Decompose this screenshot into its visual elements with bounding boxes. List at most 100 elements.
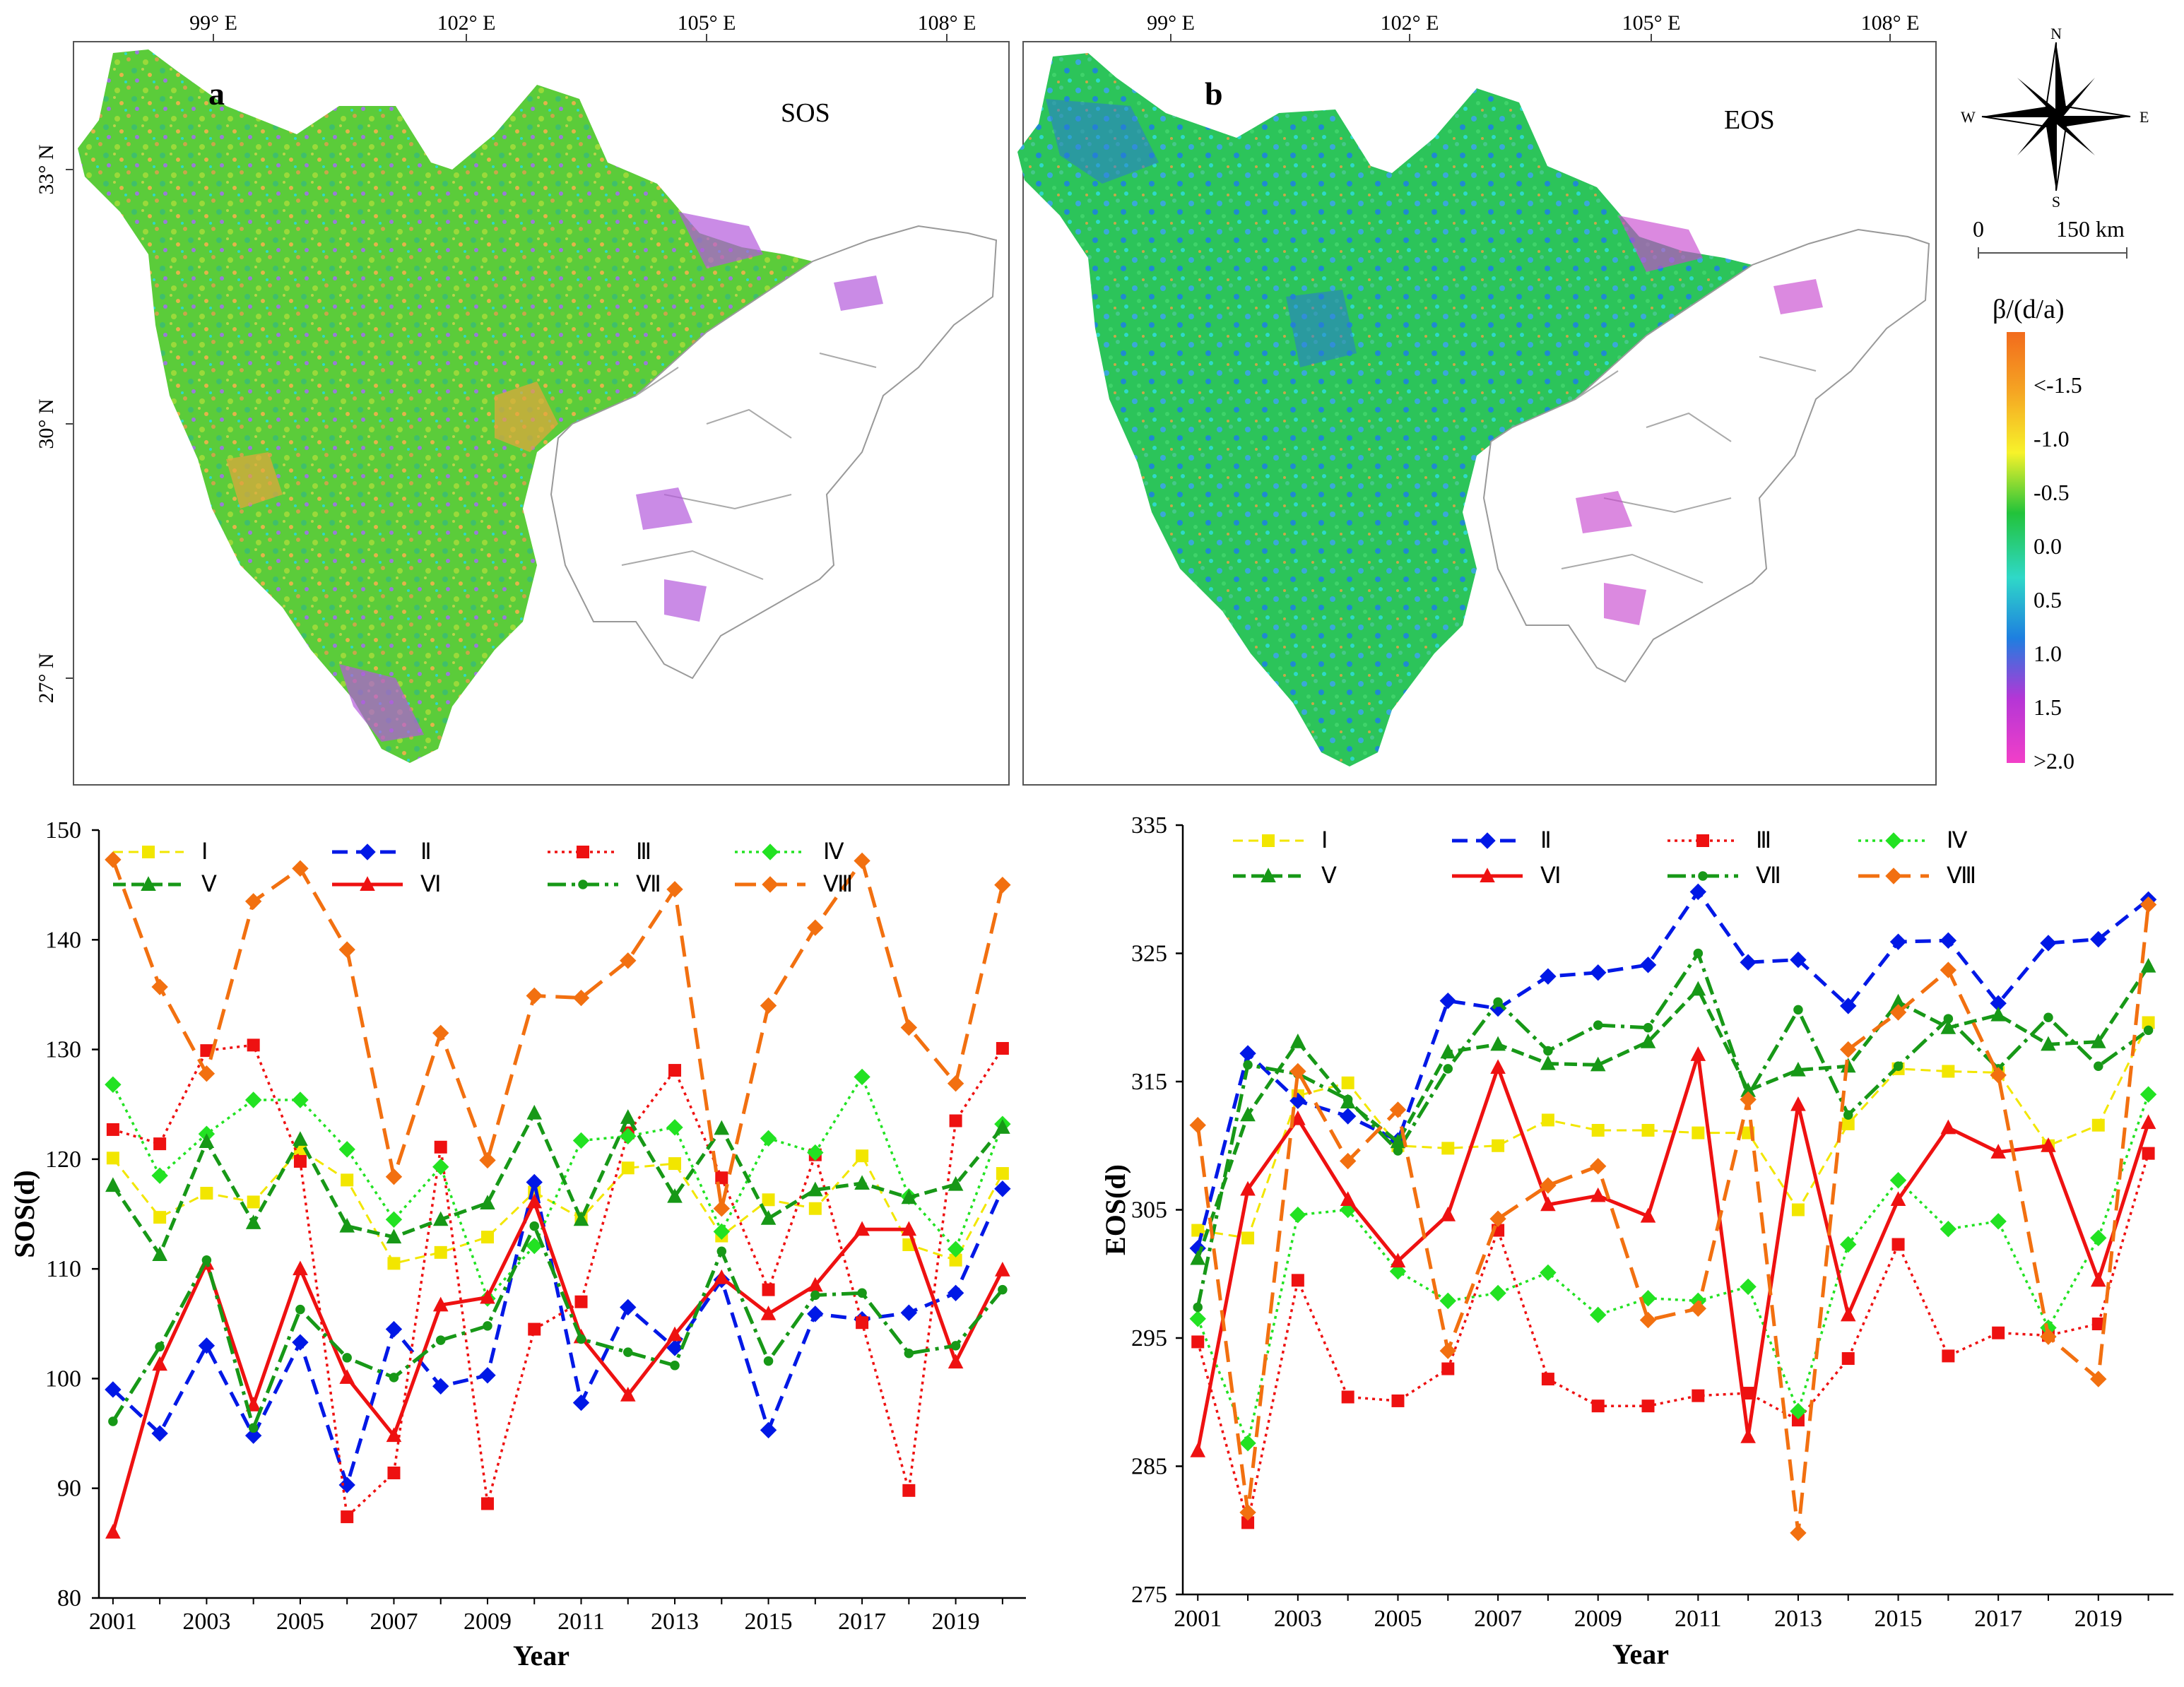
- data-point: [105, 1381, 122, 1398]
- data-point: [295, 1304, 305, 1315]
- data-point: [434, 1140, 447, 1154]
- map-a-county-borders: [621, 353, 877, 580]
- y-tick-label: 295: [1131, 1325, 1167, 1351]
- lat-tick-label: 30° N: [35, 398, 58, 449]
- y-tick-label: 325: [1131, 941, 1167, 967]
- map-a-lat-labels: 33° N 30° N 27° N: [35, 144, 58, 703]
- data-point: [529, 1221, 539, 1231]
- data-point: [1441, 1362, 1455, 1375]
- data-point: [1393, 1146, 1403, 1156]
- data-point: [1540, 1196, 1556, 1212]
- data-point: [995, 1261, 1010, 1277]
- data-point: [293, 1131, 308, 1146]
- data-point: [1940, 1119, 1956, 1135]
- data-point: [1990, 1213, 2007, 1230]
- legend-swatch-marker: [1479, 832, 1496, 849]
- data-point: [1790, 1096, 1806, 1111]
- data-point: [1641, 1399, 1655, 1413]
- x-axis-title: Year: [513, 1640, 569, 1671]
- data-point: [339, 1369, 355, 1384]
- data-point: [1591, 1123, 1605, 1137]
- map-a-purple-patches: [339, 212, 883, 742]
- legend-entry: Ⅶ: [548, 871, 661, 896]
- data-point: [1742, 1387, 1755, 1400]
- legend-label: Ⅰ: [1321, 827, 1328, 853]
- data-point: [386, 1427, 402, 1443]
- data-point: [1840, 1236, 1857, 1253]
- legend-entry: Ⅴ: [1233, 863, 1337, 888]
- data-point: [900, 1304, 918, 1321]
- data-point: [200, 1044, 213, 1058]
- series-6: [105, 1193, 1010, 1539]
- data-point: [1790, 951, 1807, 969]
- data-point: [995, 1119, 1010, 1134]
- data-point: [713, 1200, 730, 1217]
- x-tick-label: 2009: [1574, 1606, 1622, 1632]
- map-b-blue-patch: [1046, 99, 1357, 367]
- legend-label: <-1.5: [2034, 372, 2082, 398]
- data-point: [1692, 1126, 1705, 1140]
- data-point: [715, 1171, 728, 1185]
- legend-swatch-marker: [578, 880, 588, 889]
- data-point: [574, 1295, 588, 1308]
- y-tick-label: 110: [46, 1256, 81, 1282]
- data-point: [1940, 932, 1957, 949]
- data-point: [808, 1181, 823, 1197]
- data-point: [528, 1322, 541, 1336]
- data-point: [1190, 1250, 1206, 1265]
- legend-label: Ⅱ: [1540, 827, 1552, 853]
- data-point: [1791, 1414, 1805, 1427]
- data-point: [338, 1476, 355, 1493]
- data-point: [155, 1342, 165, 1352]
- data-point: [714, 1269, 730, 1284]
- data-point: [435, 1335, 446, 1345]
- data-point: [292, 1091, 309, 1108]
- legend-swatch-marker: [141, 876, 156, 891]
- series-2: [1189, 883, 2157, 1257]
- data-point: [808, 1277, 823, 1292]
- data-point: [572, 989, 590, 1007]
- data-point: [1693, 948, 1704, 959]
- data-point: [247, 1195, 260, 1209]
- data-point: [760, 1210, 777, 1225]
- map-a-orange-patch: [226, 381, 558, 509]
- y-tick-label: 275: [1131, 1582, 1167, 1608]
- compass-north-label: N: [2050, 25, 2062, 42]
- map-figure: a SOS b EOS 99° E 102° E 105° E 108° E 9…: [35, 11, 2149, 774]
- data-point: [1390, 1253, 1406, 1268]
- data-point: [1191, 1335, 1205, 1349]
- data-point: [1890, 1191, 1906, 1206]
- data-point: [1540, 1264, 1557, 1281]
- series-line: [111, 858, 1005, 1211]
- data-point: [994, 876, 1011, 894]
- data-point: [1340, 1191, 1356, 1206]
- data-point: [1992, 1326, 2005, 1339]
- data-point: [2041, 1137, 2056, 1152]
- lat-tick-label: 27° N: [35, 653, 58, 703]
- data-point: [807, 919, 824, 936]
- data-point: [105, 1524, 121, 1539]
- data-point: [198, 1337, 216, 1354]
- y-tick-label: 100: [45, 1366, 81, 1392]
- legend-swatch-marker: [577, 846, 589, 858]
- legend-entry: Ⅴ: [113, 871, 217, 896]
- x-tick-label: 2009: [464, 1609, 512, 1635]
- data-point: [713, 1223, 730, 1241]
- data-point: [248, 1423, 259, 1433]
- map-b-lon-labels: 99° E 102° E 105° E 108° E: [1147, 11, 1919, 35]
- legend-label: Ⅰ: [201, 839, 208, 864]
- x-tick-label: 2007: [1474, 1606, 1522, 1632]
- data-point: [948, 1354, 964, 1369]
- data-point: [152, 1246, 167, 1261]
- map-b-county-borders: [1561, 356, 1817, 584]
- data-point: [1241, 1516, 1255, 1529]
- data-point: [244, 893, 262, 910]
- data-point: [1440, 1043, 1456, 1059]
- data-point: [2140, 1114, 2156, 1130]
- lon-tick-label: 108° E: [1861, 11, 1920, 35]
- data-point: [1841, 1117, 1855, 1130]
- data-point: [620, 1109, 636, 1124]
- data-point: [1942, 1065, 1955, 1078]
- data-point: [716, 1246, 727, 1257]
- legend-swatch-marker: [1696, 834, 1709, 847]
